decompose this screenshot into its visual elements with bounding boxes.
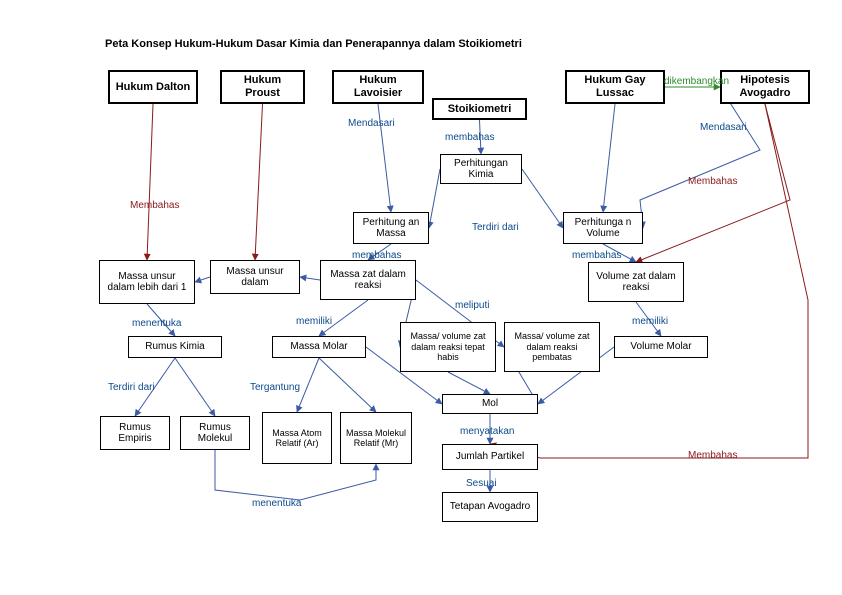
edge-label-rumus_kimia-to-rumus_emp: Terdiri dari	[108, 382, 155, 393]
edge-label-massa_zat-to-massa_molar: memiliki	[296, 316, 332, 327]
node-massa_lebih: Massa unsur dalam lebih dari 1	[99, 260, 195, 304]
edge-label-stoikio-to-perh_kimia: membahas	[445, 132, 494, 143]
edge-massa_zat-to-massa_dalam	[300, 277, 320, 280]
edge-label-massa_molar-to-mar: Tergantung	[250, 382, 300, 393]
edge-dalton-to-massa_lebih	[147, 104, 153, 260]
node-dalton: Hukum Dalton	[108, 70, 198, 104]
node-rumus_kimia: Rumus Kimia	[128, 336, 222, 358]
edge-gaylussac-to-perh_vol	[603, 104, 615, 212]
edge-avogadro-to-perh_vol	[640, 87, 760, 228]
edge-label-gaylussac-to-avogadro: dikembangkan	[664, 76, 729, 87]
edge-label-rumus_molk-to-mmr: menentuka	[252, 498, 301, 509]
node-mv_pembatas: Massa/ volume zat dalam reaksi pembatas	[504, 322, 600, 372]
edge-massa_molar-to-mmr	[319, 358, 376, 412]
edge-mv_tepat-to-mol	[448, 372, 490, 394]
page-title: Peta Konsep Hukum-Hukum Dasar Kimia dan …	[105, 38, 522, 50]
edge-label-massa_lebih-to-rumus_kimia: menentuka	[132, 318, 181, 329]
node-stoikio: Stoikiometri	[432, 98, 527, 120]
edge-rumus_kimia-to-rumus_molk	[175, 358, 215, 416]
node-mar: Massa Atom Relatif (Ar)	[262, 412, 332, 464]
edge-massa_dalam-to-massa_lebih	[195, 277, 210, 282]
edge-massa_molar-to-mar	[297, 358, 319, 412]
node-vol_zat: Volume zat dalam reaksi	[588, 262, 684, 302]
edge-label-massa_zat-to-mv_tepat: meliputi	[455, 300, 489, 311]
node-mmr: Massa Molekul Relatif (Mr)	[340, 412, 412, 464]
edge-label-perh_vol-to-vol_zat: membahas	[572, 250, 621, 261]
node-proust: Hukum Proust	[220, 70, 305, 104]
node-tet_avog: Tetapan Avogadro	[442, 492, 538, 522]
edge-perh_kimia-to-perh_massa	[429, 169, 440, 228]
node-jml_part: Jumlah Partikel	[442, 444, 538, 470]
diagram-stage: Peta Konsep Hukum-Hukum Dasar Kimia dan …	[0, 0, 842, 595]
node-mol: Mol	[442, 394, 538, 414]
node-gaylussac: Hukum Gay Lussac	[565, 70, 665, 104]
edge-label-mol-to-jml_part: menyatakan	[460, 426, 514, 437]
node-rumus_emp: Rumus Empiris	[100, 416, 170, 450]
edge-label-dalton-to-massa_lebih: Membahas	[130, 200, 179, 211]
node-massa_zat: Massa zat dalam reaksi	[320, 260, 416, 300]
node-massa_dalam: Massa unsur dalam	[210, 260, 300, 294]
node-massa_molar: Massa Molar	[272, 336, 366, 358]
node-vol_molar: Volume Molar	[614, 336, 708, 358]
node-avogadro: Hipotesis Avogadro	[720, 70, 810, 104]
edge-proust-to-massa_dalam	[255, 104, 263, 260]
node-mv_tepat: Massa/ volume zat dalam reaksi tepat hab…	[400, 322, 496, 372]
edge-label-jml_part-to-tet_avog: Sesuai	[466, 478, 497, 489]
edge-label-lavoisier-to-perh_massa: Mendasari	[348, 118, 395, 129]
edge-label-perh_massa-to-massa_zat: membahas	[352, 250, 401, 261]
edge-label-perh_kimia-to-perh_vol: Terdiri dari	[472, 222, 519, 233]
node-perh_massa: Perhitung an Massa	[353, 212, 429, 244]
edge-perh_kimia-to-perh_vol	[522, 169, 563, 228]
edge-label-avogadro-to-jml_part: Membahas	[688, 450, 737, 461]
node-lavoisier: Hukum Lavoisier	[332, 70, 424, 104]
node-perh_kimia: Perhitungan Kimia	[440, 154, 522, 184]
edge-label-vol_zat-to-vol_molar: memiliki	[632, 316, 668, 327]
edge-label-avogadro-to-perh_vol: Mendasari	[700, 122, 747, 133]
edge-label-avogadro-to-vol_zat: Membahas	[688, 176, 737, 187]
node-perh_vol: Perhitunga n Volume	[563, 212, 643, 244]
node-rumus_molk: Rumus Molekul	[180, 416, 250, 450]
